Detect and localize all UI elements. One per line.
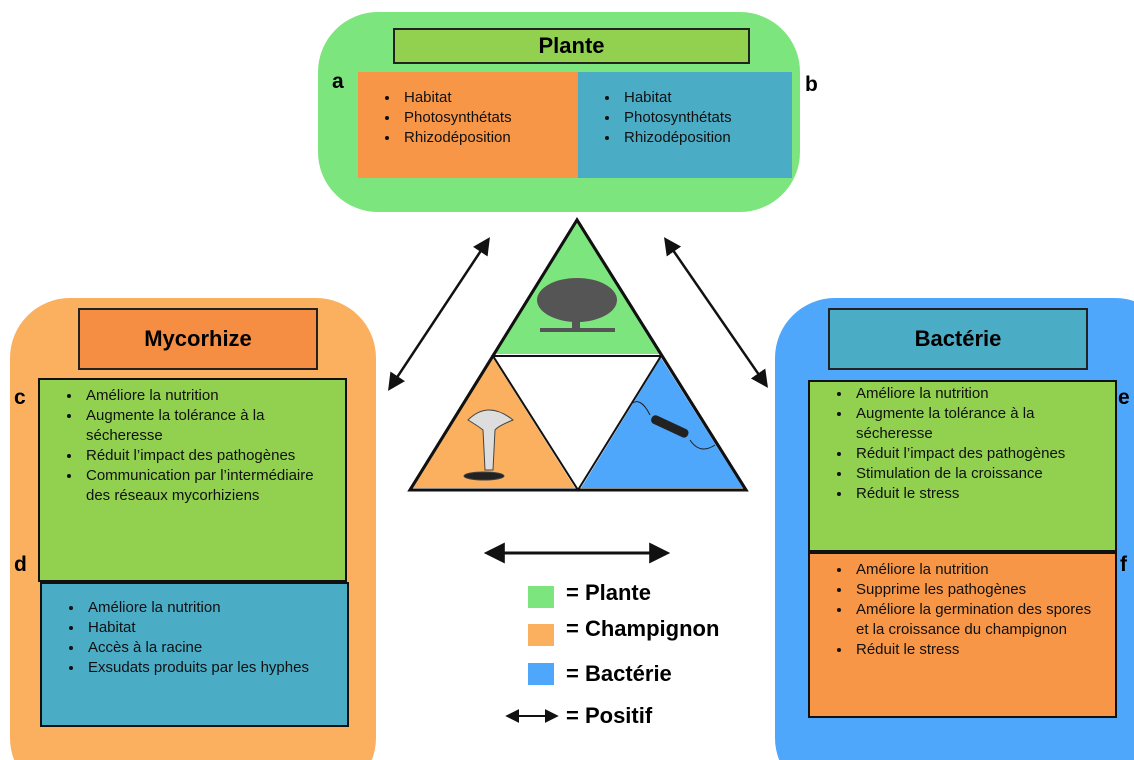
box: HabitatPhotosynthétatsRhizodéposition xyxy=(358,72,578,178)
box: Améliore la nutritionSupprime les pathog… xyxy=(808,552,1117,718)
list-item: Améliore la nutrition xyxy=(82,386,337,406)
list-item: Améliore la nutrition xyxy=(852,384,1107,404)
list-item: Améliore la nutrition xyxy=(84,598,339,618)
list-item: Stimulation de la croissance xyxy=(852,464,1107,484)
list-item: Réduit le stress xyxy=(852,640,1107,660)
letter: a xyxy=(332,70,344,94)
list-item: Communication par l’intermédiaire des ré… xyxy=(82,466,337,506)
list-item: Réduit l’impact des pathogènes xyxy=(82,446,337,466)
list-item: Améliore la germination des spores et la… xyxy=(852,600,1107,640)
letter: b xyxy=(805,73,818,97)
list: Améliore la nutritionHabitatAccès à la r… xyxy=(44,598,339,678)
legend-label: = Positif xyxy=(566,703,652,729)
list: Améliore la nutritionAugmente la toléran… xyxy=(42,386,337,506)
legend-label: = Plante xyxy=(566,580,651,606)
box: Améliore la nutritionHabitatAccès à la r… xyxy=(40,582,349,727)
box: Améliore la nutritionAugmente la toléran… xyxy=(808,380,1117,552)
list: Améliore la nutritionAugmente la toléran… xyxy=(812,384,1107,504)
arrow xyxy=(666,240,766,385)
legend-swatch xyxy=(528,663,554,685)
list-item: Augmente la tolérance à la sécheresse xyxy=(82,406,337,446)
list-item: Accès à la racine xyxy=(84,638,339,658)
letter: d xyxy=(14,553,27,577)
list-item: Exsudats produits par les hyphes xyxy=(84,658,339,678)
title: Bactérie xyxy=(828,308,1088,370)
legend-label: = Bactérie xyxy=(566,661,672,687)
list-item: Photosynthétats xyxy=(620,108,784,128)
title: Plante xyxy=(393,28,750,64)
list-item: Augmente la tolérance à la sécheresse xyxy=(852,404,1107,444)
box: Améliore la nutritionAugmente la toléran… xyxy=(38,378,347,582)
list-item: Photosynthétats xyxy=(400,108,570,128)
list-item: Habitat xyxy=(400,88,570,108)
list-item: Habitat xyxy=(620,88,784,108)
letter: f xyxy=(1120,553,1127,577)
legend-label: = Champignon xyxy=(566,616,719,642)
letter: e xyxy=(1118,386,1130,410)
title: Mycorhize xyxy=(78,308,318,370)
legend-swatch xyxy=(528,586,554,608)
list-item: Réduit le stress xyxy=(852,484,1107,504)
list-item: Rhizodéposition xyxy=(400,128,570,148)
page: Plante a b HabitatPhotosynthétatsRhizodé… xyxy=(0,0,1134,760)
letter: c xyxy=(14,386,26,410)
list-item: Réduit l’impact des pathogènes xyxy=(852,444,1107,464)
list-item: Supprime les pathogènes xyxy=(852,580,1107,600)
list: HabitatPhotosynthétatsRhizodéposition xyxy=(360,88,570,148)
list: HabitatPhotosynthétatsRhizodéposition xyxy=(580,88,784,148)
box: HabitatPhotosynthétatsRhizodéposition xyxy=(578,72,792,178)
legend-swatch xyxy=(528,624,554,646)
list: Améliore la nutritionSupprime les pathog… xyxy=(812,560,1107,660)
list-item: Habitat xyxy=(84,618,339,638)
list-item: Améliore la nutrition xyxy=(852,560,1107,580)
arrow xyxy=(390,240,488,388)
list-item: Rhizodéposition xyxy=(620,128,784,148)
